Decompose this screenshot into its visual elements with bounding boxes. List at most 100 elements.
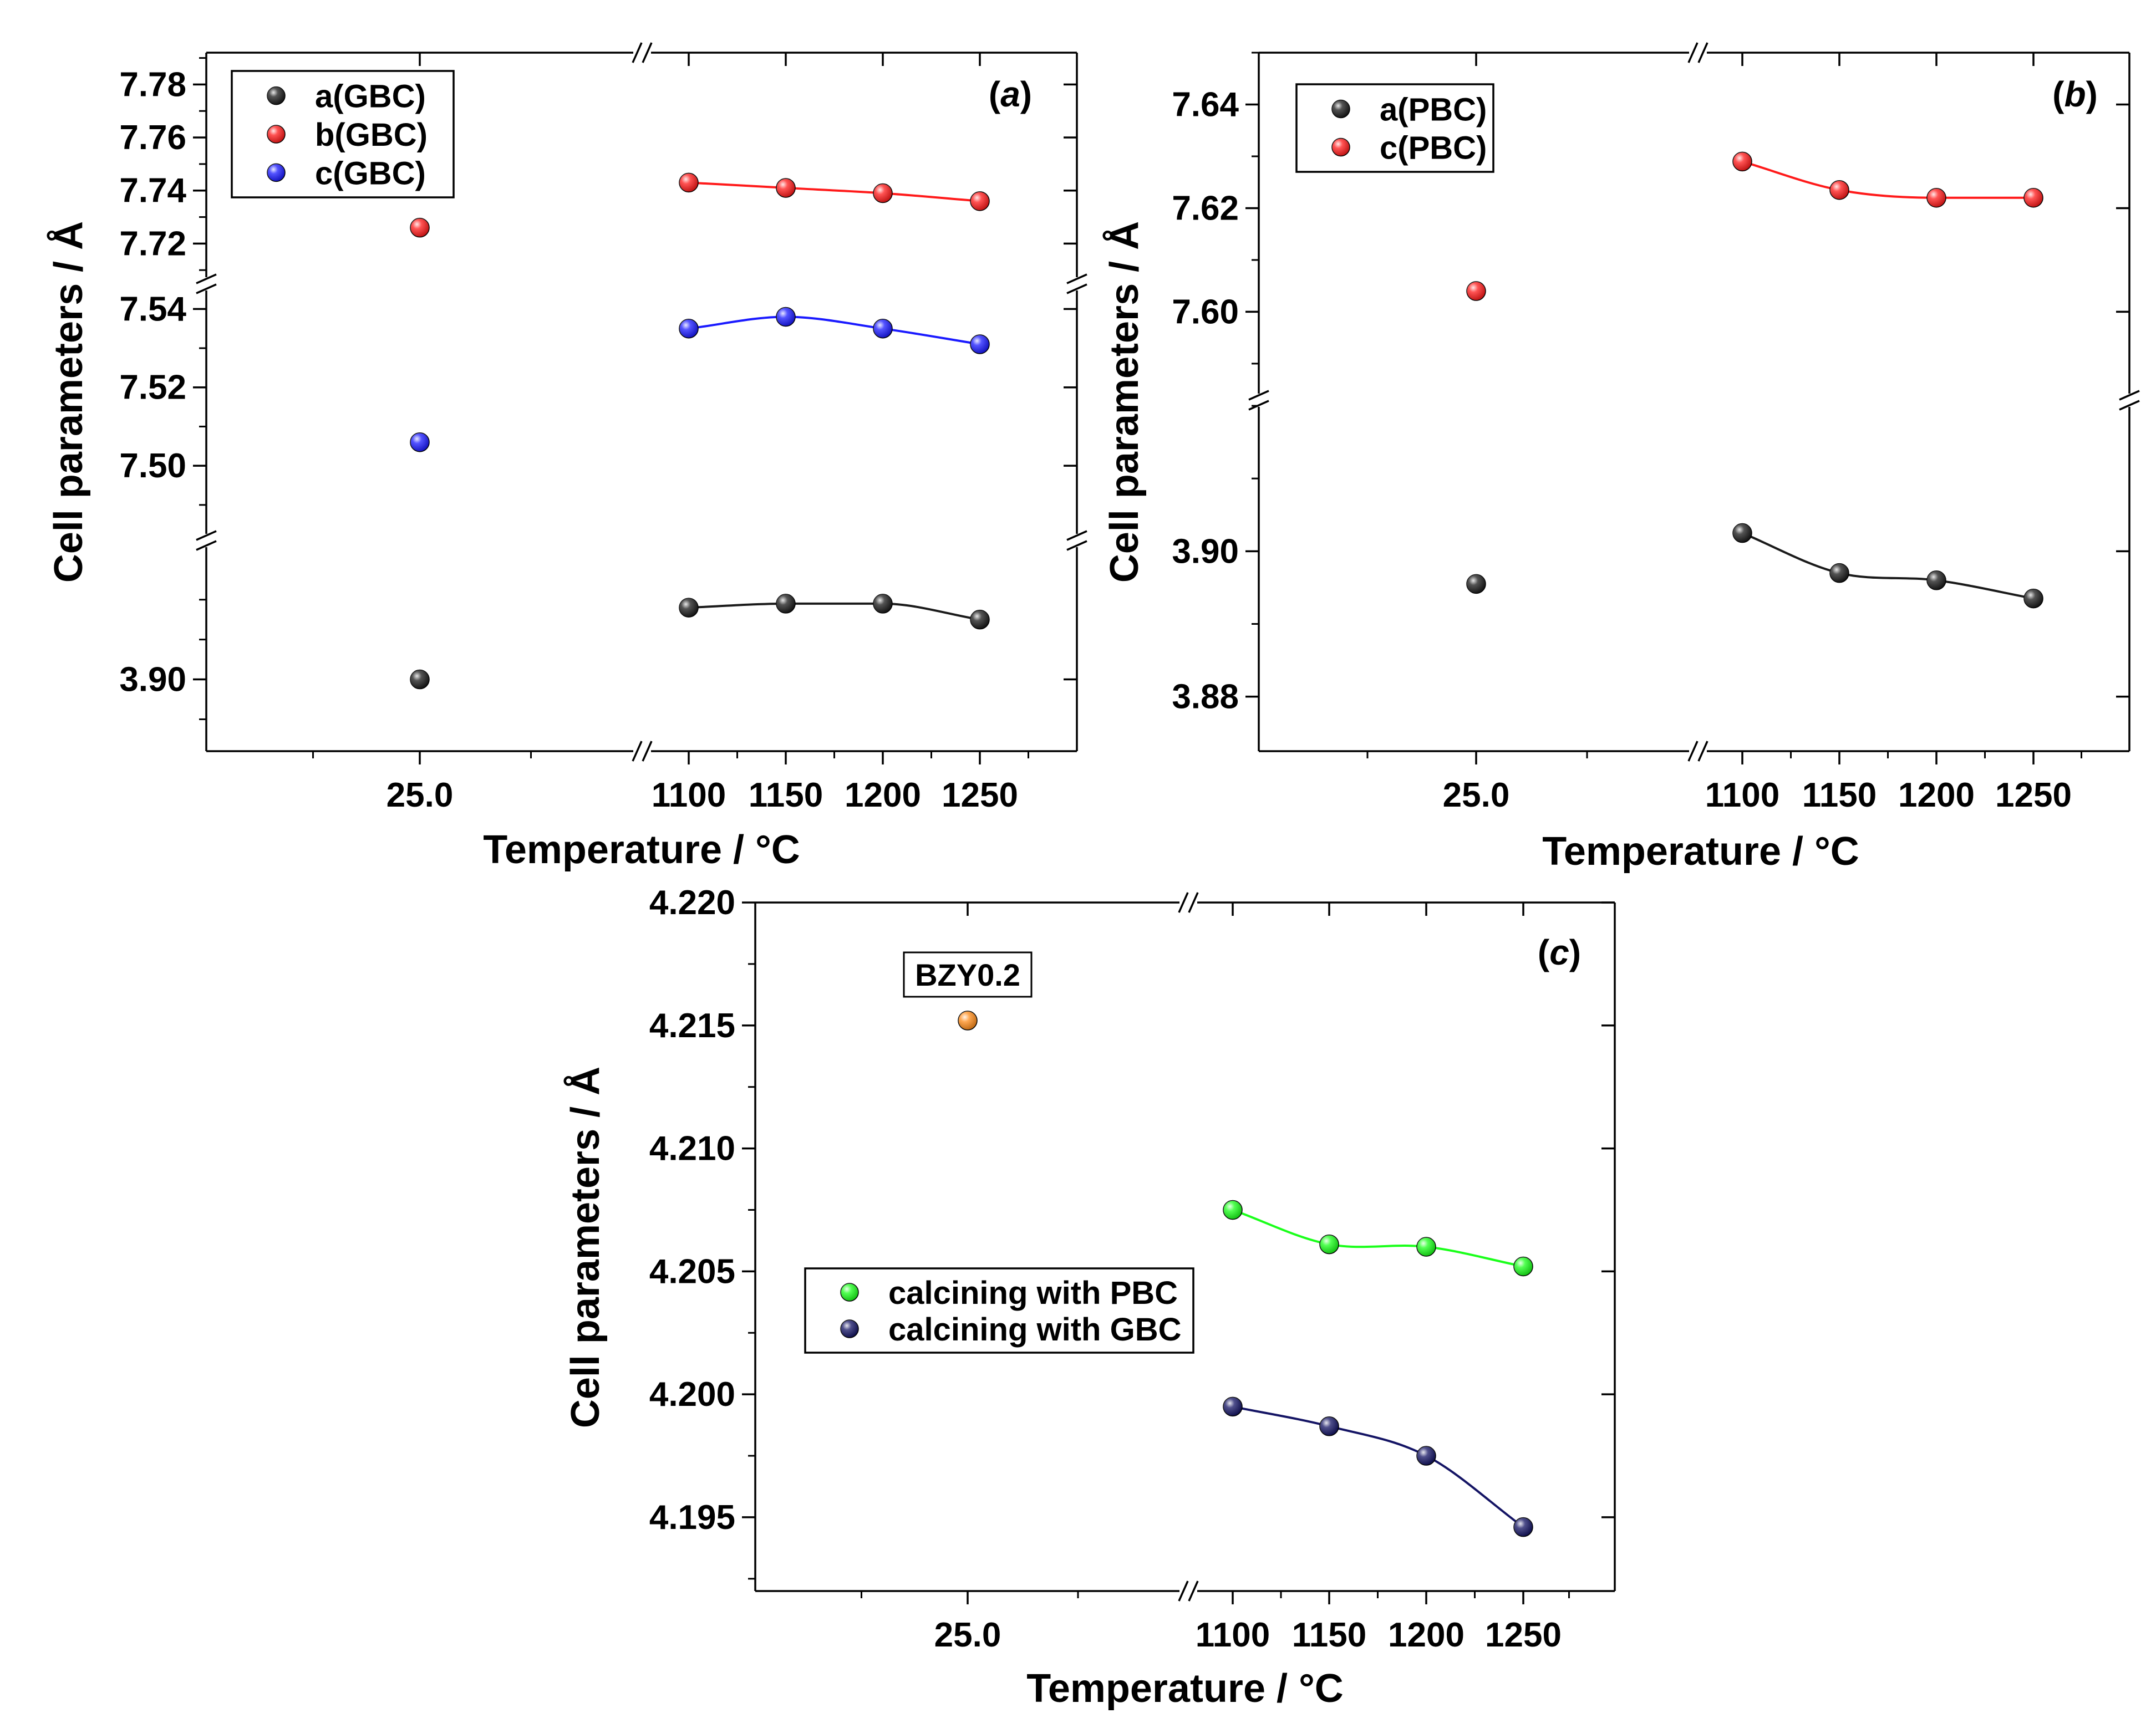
legend-entry: a(PBC) bbox=[1331, 92, 1487, 128]
fit-curve bbox=[1742, 532, 2034, 600]
y-tick-label: 7.74 bbox=[119, 172, 186, 210]
x-axis-break-mark bbox=[1687, 42, 1708, 63]
data-point-shine bbox=[873, 594, 892, 613]
data-point bbox=[1416, 1446, 1436, 1466]
data-point-shine bbox=[1927, 570, 1946, 590]
x-tick-label: 1200 bbox=[845, 776, 921, 814]
x-tick-label: 1150 bbox=[1802, 776, 1877, 814]
data-point-shine bbox=[1320, 1235, 1339, 1254]
legend-label: calcining with PBC bbox=[888, 1275, 1178, 1311]
y-axis-break-mark bbox=[196, 530, 217, 551]
data-point bbox=[873, 183, 893, 203]
data-point-shine bbox=[1733, 523, 1752, 543]
data-point-shine bbox=[970, 334, 989, 354]
panel-a: 25.0 1100 1150 1200 1250 3.90 7.50 7.52 7.54 7.72… bbox=[47, 42, 1087, 872]
fit-curve bbox=[1232, 1209, 1524, 1268]
data-point-shine bbox=[776, 307, 795, 327]
data-point bbox=[776, 594, 796, 614]
data-point bbox=[410, 669, 430, 690]
x-axis-ticks: 25.0 1100 1150 1200 1250 bbox=[1366, 53, 2082, 814]
x-axis-break-mark bbox=[1687, 741, 1708, 762]
data-point bbox=[958, 1011, 978, 1031]
data-point bbox=[1416, 1237, 1436, 1257]
x-tick-label: 1250 bbox=[1995, 776, 2072, 814]
data-point-shine bbox=[1830, 180, 1849, 200]
data-point-shine bbox=[1417, 1446, 1436, 1466]
legend-marker-shine bbox=[841, 1283, 858, 1301]
legend-entry: calcining with GBC bbox=[840, 1312, 1182, 1348]
data-point bbox=[776, 178, 796, 198]
y-axis-break-mark bbox=[1066, 530, 1087, 551]
fit-curve bbox=[1742, 160, 2033, 199]
x-axis-ticks: 25.0 1100 1150 1200 1250 bbox=[312, 53, 1029, 814]
data-point bbox=[970, 191, 990, 211]
y-axis-break-mark bbox=[196, 273, 217, 294]
data-point bbox=[1466, 281, 1486, 301]
panel-label: (b) bbox=[2052, 74, 2098, 114]
fit-curve bbox=[1232, 1405, 1524, 1528]
y-tick-label: 3.90 bbox=[119, 661, 186, 699]
panel-label: (a) bbox=[989, 74, 1032, 114]
y-tick-label: 7.78 bbox=[119, 65, 186, 104]
y-axis-title: Cell parameters / Å bbox=[563, 1067, 608, 1428]
legend-label: b(GBC) bbox=[315, 117, 428, 153]
data-point-shine bbox=[1514, 1257, 1533, 1276]
x-tick-label: 1200 bbox=[1898, 776, 1975, 814]
y-tick-label: 4.215 bbox=[649, 1007, 735, 1045]
x-axis-ticks: 25.0 1100 1150 1200 1250 bbox=[861, 903, 1570, 1654]
data-point-shine bbox=[873, 183, 892, 203]
series-a-gbc bbox=[410, 594, 990, 690]
annotation-box bbox=[903, 951, 1033, 998]
y-tick-label: 7.54 bbox=[119, 290, 186, 328]
data-point bbox=[873, 594, 893, 614]
data-point bbox=[776, 307, 796, 327]
legend-marker-shine bbox=[1332, 100, 1350, 118]
panel-c: 25.0 1100 1150 1200 1250 4.195 4.200 4.205 4.210… bbox=[563, 884, 1616, 1711]
data-point-shine bbox=[410, 218, 429, 237]
y-axis-ticks: 3.90 7.50 7.52 7.54 7.72 7.74 7.76 7.78 bbox=[119, 57, 1077, 720]
data-point bbox=[1732, 523, 1752, 543]
y-tick-label: 4.205 bbox=[649, 1252, 735, 1291]
data-point bbox=[1319, 1416, 1339, 1436]
legend-marker-shine bbox=[841, 1320, 858, 1338]
y-tick-label: 7.62 bbox=[1172, 189, 1239, 227]
fit-curve bbox=[688, 181, 980, 202]
x-axis-break-mark bbox=[1178, 892, 1199, 913]
x-tick-label: 1100 bbox=[652, 776, 726, 814]
x-tick-label: 1200 bbox=[1388, 1616, 1465, 1654]
data-point-shine bbox=[1467, 574, 1486, 594]
data-point bbox=[410, 432, 430, 452]
x-axis-title: Temperature / °C bbox=[483, 828, 800, 872]
x-axis-break-mark bbox=[632, 42, 653, 63]
data-point bbox=[1513, 1517, 1533, 1537]
data-point bbox=[1223, 1396, 1243, 1417]
data-point bbox=[679, 598, 699, 618]
x-axis-break-mark bbox=[632, 741, 653, 762]
y-tick-label: 4.195 bbox=[649, 1498, 735, 1537]
legend: a(GBC)b(GBC)c(GBC) bbox=[231, 70, 455, 198]
data-point-shine bbox=[1320, 1416, 1339, 1436]
series-bzy0-2 bbox=[958, 1011, 978, 1031]
data-point-shine bbox=[1733, 152, 1752, 171]
series-calcining-with-gbc bbox=[1223, 1396, 1533, 1537]
data-point bbox=[1926, 188, 1946, 208]
data-point-shine bbox=[410, 432, 429, 452]
x-tick-label: 1100 bbox=[1196, 1616, 1270, 1654]
data-point bbox=[1466, 574, 1486, 594]
data-point-shine bbox=[2024, 589, 2043, 608]
data-point-shine bbox=[873, 319, 892, 338]
x-tick-label: 25.0 bbox=[934, 1616, 1001, 1654]
data-point-shine bbox=[776, 178, 795, 197]
legend-label: calcining with GBC bbox=[888, 1312, 1182, 1348]
legend-label: a(PBC) bbox=[1380, 92, 1487, 128]
y-axis-title: Cell parameters / Å bbox=[1102, 221, 1147, 583]
legend-entry: b(GBC) bbox=[267, 117, 428, 153]
legend-marker-shine bbox=[1332, 138, 1350, 156]
fit-curve bbox=[688, 315, 980, 345]
data-point-shine bbox=[1467, 282, 1486, 301]
panel-label: (c) bbox=[1538, 932, 1581, 972]
x-tick-label: 1150 bbox=[749, 776, 823, 814]
data-point-shine bbox=[1417, 1237, 1436, 1256]
